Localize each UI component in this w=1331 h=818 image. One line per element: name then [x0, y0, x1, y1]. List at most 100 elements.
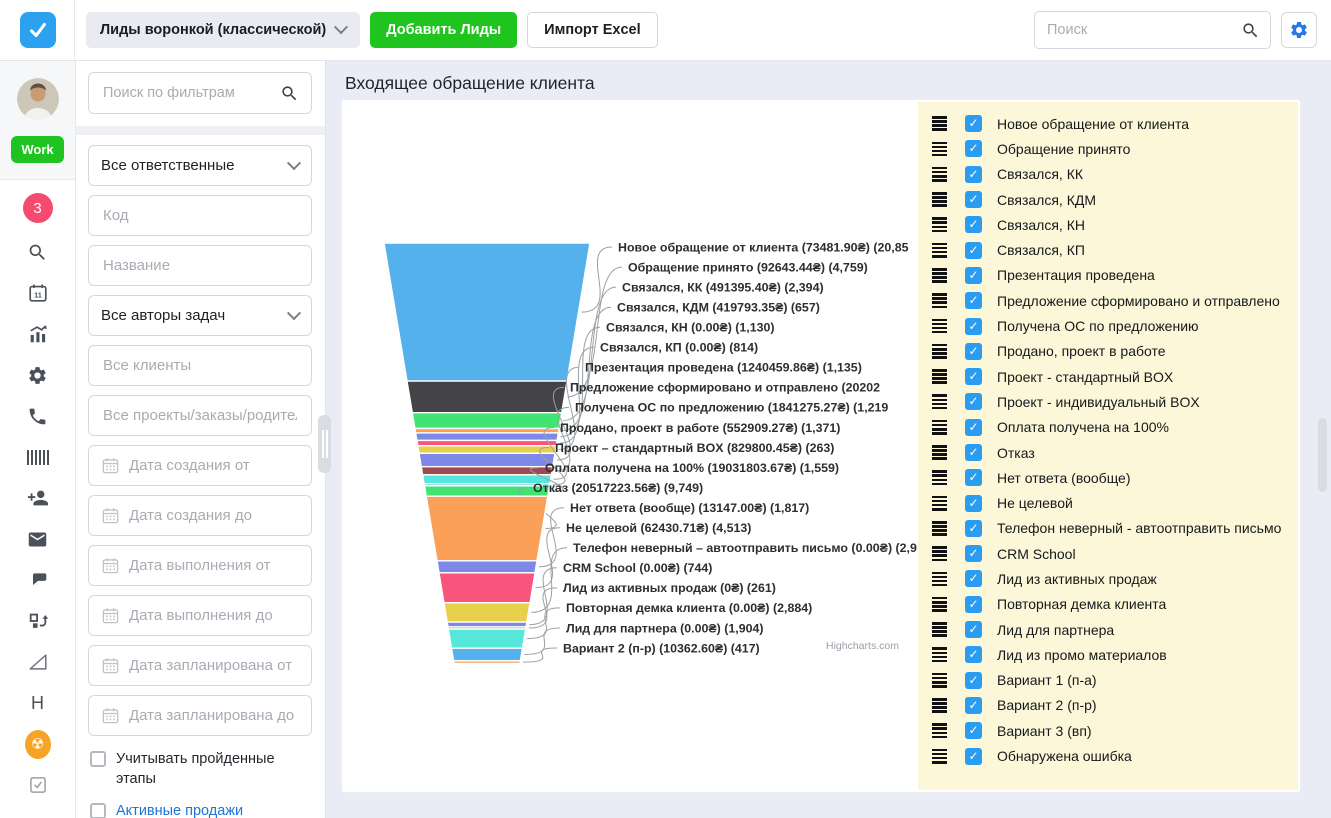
- drag-handle-icon[interactable]: [932, 748, 949, 764]
- checkbox[interactable]: [90, 751, 106, 767]
- view-select[interactable]: Лиды воронкой (классической): [86, 12, 361, 48]
- filter-select[interactable]: Все ответственные: [88, 145, 312, 186]
- filter-date-input[interactable]: Дата запланирована от: [88, 645, 312, 686]
- funnel-segment[interactable]: [436, 560, 538, 574]
- legend-checkbox[interactable]: ✓: [965, 595, 982, 613]
- filter-text-input[interactable]: [88, 345, 312, 386]
- legend-checkbox[interactable]: ✓: [965, 140, 982, 158]
- avatar[interactable]: [16, 78, 59, 120]
- filter-text-input[interactable]: [88, 245, 312, 286]
- rail-settings-item[interactable]: [25, 363, 51, 387]
- funnel-segment[interactable]: [406, 380, 568, 414]
- legend-checkbox[interactable]: ✓: [965, 342, 982, 360]
- legend-checkbox[interactable]: ✓: [965, 266, 982, 284]
- rail-h-item[interactable]: H: [25, 691, 51, 715]
- legend-checkbox[interactable]: ✓: [965, 418, 982, 436]
- import-excel-button[interactable]: Импорт Excel: [527, 12, 658, 48]
- legend-checkbox[interactable]: ✓: [965, 191, 982, 209]
- checkbox[interactable]: [90, 803, 106, 818]
- app-logo[interactable]: [20, 12, 56, 48]
- funnel-segment[interactable]: [418, 452, 556, 468]
- rail-documents-item[interactable]: [25, 568, 51, 592]
- rail-barcode-item[interactable]: [25, 445, 51, 469]
- legend-checkbox[interactable]: ✓: [965, 368, 982, 386]
- rail-reports-item[interactable]: [25, 322, 51, 346]
- rail-tasks-item[interactable]: [25, 773, 51, 797]
- drag-handle-icon[interactable]: [932, 192, 949, 207]
- rail-processes-item[interactable]: [25, 609, 51, 633]
- rail-radiation-item[interactable]: ☢: [24, 729, 51, 759]
- filter-date-input[interactable]: Дата выполнения до: [88, 595, 312, 636]
- legend-checkbox[interactable]: ✓: [965, 317, 982, 335]
- funnel-segment[interactable]: [411, 412, 563, 430]
- funnel-segment[interactable]: [414, 432, 560, 442]
- filter-text-input[interactable]: [88, 395, 312, 436]
- funnel-segment[interactable]: [416, 445, 558, 454]
- rail-calls-item[interactable]: [25, 404, 51, 428]
- work-status-button[interactable]: Work: [11, 136, 64, 163]
- drag-handle-icon[interactable]: [932, 571, 949, 587]
- notifications-badge[interactable]: 3: [22, 193, 53, 223]
- funnel-segment[interactable]: [447, 628, 527, 649]
- drag-handle-icon[interactable]: [932, 445, 949, 460]
- filter-input[interactable]: [101, 206, 299, 225]
- rail-search-item[interactable]: [25, 240, 51, 264]
- drag-handle-icon[interactable]: [932, 242, 949, 258]
- legend-checkbox[interactable]: ✓: [965, 292, 982, 310]
- filter-checkbox-label[interactable]: Активные продажи: [116, 802, 243, 818]
- filter-checkbox-row[interactable]: Активные продажи: [90, 802, 312, 818]
- funnel-segment[interactable]: [450, 647, 524, 662]
- legend-checkbox[interactable]: ✓: [965, 621, 982, 639]
- filter-input[interactable]: [101, 256, 299, 275]
- drag-handle-icon[interactable]: [932, 622, 949, 638]
- legend-checkbox[interactable]: ✓: [965, 393, 982, 411]
- drag-handle-icon[interactable]: [932, 470, 949, 486]
- legend-checkbox[interactable]: ✓: [965, 570, 982, 588]
- drag-handle-icon[interactable]: [932, 546, 949, 562]
- legend-checkbox[interactable]: ✓: [965, 494, 982, 512]
- filter-text-input[interactable]: [88, 195, 312, 236]
- drag-handle-icon[interactable]: [932, 141, 949, 157]
- search-icon[interactable]: [1241, 21, 1260, 40]
- add-leads-button[interactable]: Добавить Лиды: [370, 12, 518, 48]
- drag-handle-icon[interactable]: [932, 647, 949, 663]
- drag-handle-icon[interactable]: [932, 698, 949, 713]
- legend-checkbox[interactable]: ✓: [965, 115, 982, 133]
- filter-date-input[interactable]: Дата запланирована до: [88, 695, 312, 736]
- legend-checkbox[interactable]: ✓: [965, 165, 982, 183]
- funnel-segment[interactable]: [446, 621, 528, 628]
- drag-handle-icon[interactable]: [932, 318, 949, 334]
- legend-checkbox[interactable]: ✓: [965, 241, 982, 259]
- filter-search-input[interactable]: [101, 84, 272, 102]
- funnel-segment[interactable]: [443, 602, 531, 623]
- filter-date-input[interactable]: Дата выполнения от: [88, 545, 312, 586]
- funnel-segment[interactable]: [383, 242, 591, 382]
- rail-add-contact-item[interactable]: [25, 486, 51, 510]
- panel-splitter-handle[interactable]: [318, 415, 331, 473]
- drag-handle-icon[interactable]: [932, 267, 949, 283]
- legend-checkbox[interactable]: ✓: [965, 444, 982, 461]
- highcharts-credit[interactable]: Highcharts.com: [826, 640, 899, 652]
- legend-checkbox[interactable]: ✓: [965, 216, 982, 234]
- funnel-segment[interactable]: [425, 495, 549, 562]
- drag-handle-icon[interactable]: [932, 394, 949, 410]
- legend-checkbox[interactable]: ✓: [965, 696, 982, 714]
- drag-handle-icon[interactable]: [932, 419, 949, 435]
- drag-handle-icon[interactable]: [932, 369, 949, 385]
- rail-ramp-item[interactable]: [25, 650, 51, 674]
- drag-handle-icon[interactable]: [932, 343, 949, 359]
- funnel-segment[interactable]: [416, 439, 558, 447]
- legend-checkbox[interactable]: ✓: [965, 747, 982, 765]
- filter-date-input[interactable]: Дата создания до: [88, 495, 312, 536]
- drag-handle-icon[interactable]: [932, 166, 949, 182]
- legend-checkbox[interactable]: ✓: [965, 722, 982, 740]
- filter-input[interactable]: [101, 356, 299, 375]
- legend-checkbox[interactable]: ✓: [965, 646, 982, 664]
- settings-button[interactable]: [1281, 12, 1317, 48]
- drag-handle-icon[interactable]: [932, 520, 949, 536]
- legend-checkbox[interactable]: ✓: [965, 519, 982, 537]
- drag-handle-icon[interactable]: [932, 116, 949, 132]
- window-scrollbar[interactable]: [1318, 418, 1327, 492]
- drag-handle-icon[interactable]: [932, 596, 949, 612]
- rail-calendar-item[interactable]: 11: [25, 281, 51, 305]
